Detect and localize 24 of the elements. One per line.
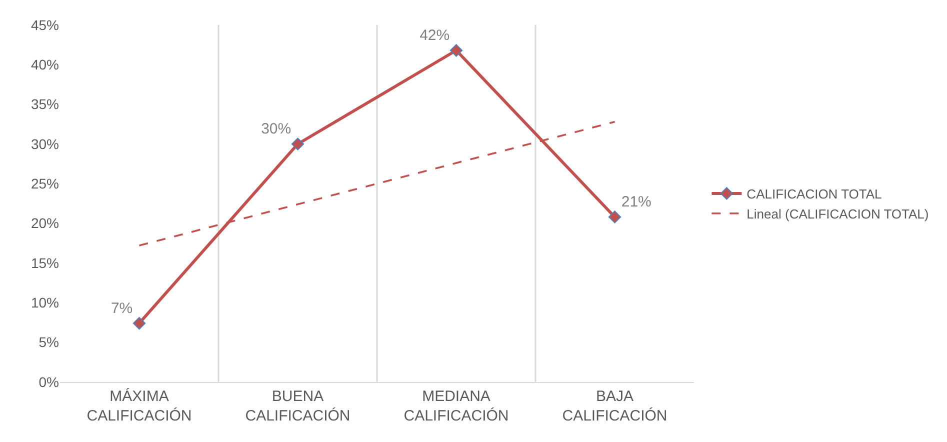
y-tick-label: 40% xyxy=(30,56,59,73)
y-tick-label: 0% xyxy=(38,374,59,390)
x-tick-label: MÁXIMA CALIFICACIÓN xyxy=(86,387,192,424)
legend-label: CALIFICACION TOTAL xyxy=(746,186,882,202)
point xyxy=(608,210,622,224)
x-tick-label: BAJA CALIFICACIÓN xyxy=(562,388,668,424)
y-tick-label: 25% xyxy=(30,176,59,192)
data-label: 30% xyxy=(261,120,292,138)
y-tick-label: 15% xyxy=(30,254,59,271)
point xyxy=(132,316,146,330)
point xyxy=(291,138,304,150)
y-tick-label: 10% xyxy=(30,294,59,311)
data-label: 21% xyxy=(621,194,652,211)
point xyxy=(450,44,463,57)
y-tick-label: 20% xyxy=(30,215,59,232)
x-tick-label: BUENA CALIFICACIÓN xyxy=(245,388,350,424)
y-tick-label: 30% xyxy=(30,136,59,152)
data-label: 42% xyxy=(420,27,450,44)
y-tick-label: 35% xyxy=(30,96,59,112)
x-tick-label: MEDIANA CALIFICACIÓN xyxy=(404,388,509,424)
y-tick-label: 45% xyxy=(30,16,59,33)
y-tick-label: 5% xyxy=(38,334,59,350)
legend-label: Lineal (CALIFICACION TOTAL) xyxy=(746,206,929,222)
data-label: 7% xyxy=(110,300,133,317)
